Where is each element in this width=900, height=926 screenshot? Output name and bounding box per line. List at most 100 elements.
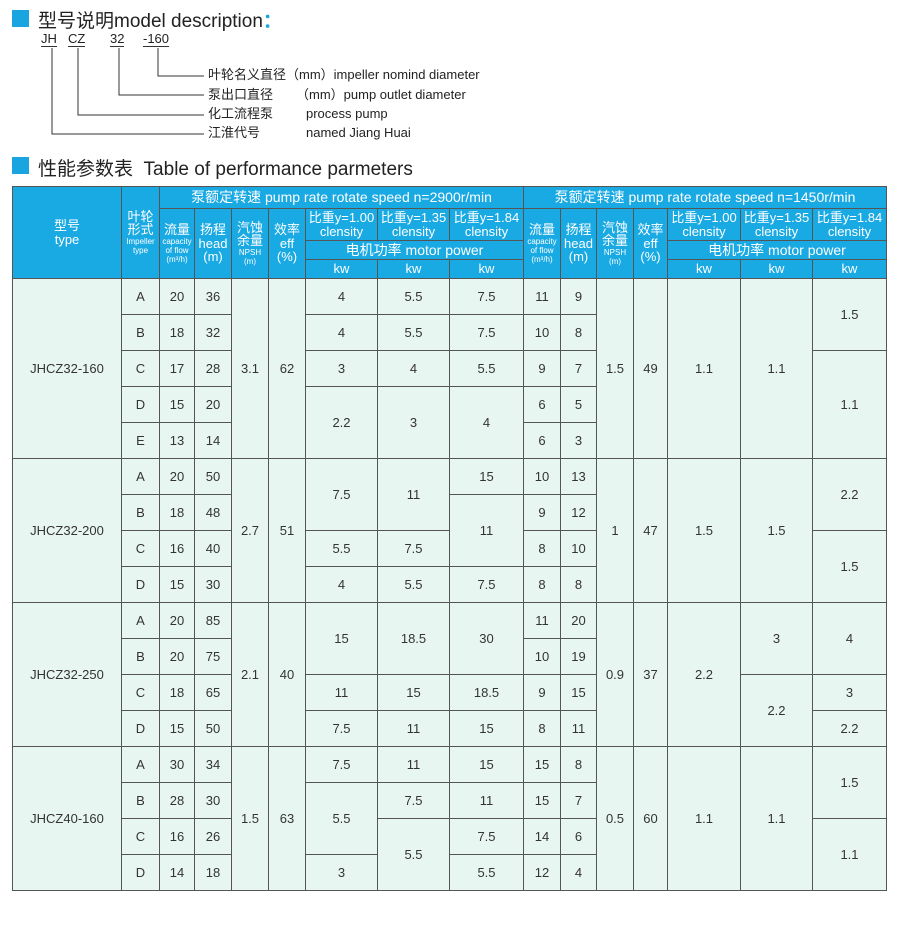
kw-2900-cell: 5.5 <box>377 818 450 891</box>
impeller-cell: A <box>121 278 160 315</box>
capacity-cell: 20 <box>159 638 195 675</box>
code-jh: JH <box>41 31 57 47</box>
kw-1450-cell: 3 <box>812 674 887 711</box>
performance-table: 型号 type 叶轮形式 Impeller type 泵额定转速 pump rate r… <box>12 186 887 891</box>
kw-1450-cell: 1.1 <box>667 278 741 459</box>
capacity-1450-cell: 15 <box>523 782 561 819</box>
head-cell: 75 <box>194 638 232 675</box>
kw-1450-cell: 2.2 <box>812 458 887 531</box>
kw-1450-cell: 2.2 <box>812 710 887 747</box>
performance-title: 性能参数表 Table of performance parmeters <box>38 159 413 180</box>
kw-2900-cell: 11 <box>377 746 450 783</box>
kw-2900-cell: 5.5 <box>449 350 524 387</box>
kw-1450-cell: 1.1 <box>740 278 813 459</box>
kw-2900-cell: 11 <box>449 782 524 819</box>
npsh-1450-cell: 1 <box>596 458 634 603</box>
kw-unit-header: kw <box>377 259 450 279</box>
density-en-text: clensity <box>754 223 799 239</box>
head-header: 扬程 head (m) <box>194 208 232 279</box>
code-160-text: -160 <box>143 31 170 47</box>
model-cell: JHCZ32-200 <box>12 458 122 603</box>
model-cell: JHCZ40-160 <box>12 746 122 891</box>
type-header: 型号 type <box>12 186 122 279</box>
head-1450-cell: 4 <box>560 854 597 891</box>
density-value: 比重y=1.00 <box>308 209 375 225</box>
eff-en-text: eff (%) <box>276 235 298 265</box>
head-1450-cell: 7 <box>560 350 597 387</box>
capacity-1450-cell: 9 <box>523 494 561 531</box>
table-row: E 13 14 6 3 <box>13 422 887 459</box>
kw-2900-cell: 15 <box>305 602 378 675</box>
kw-2900-cell: 15 <box>449 458 524 495</box>
impeller-en-text: Impeller type <box>126 236 155 256</box>
density-header-1: 比重y=1.35 clensity <box>740 208 813 241</box>
capacity-1450-cell: 9 <box>523 350 561 387</box>
table-row: D 14 18 3 5.5 12 4 <box>13 854 887 891</box>
kw-1450-cell: 1.5 <box>812 746 887 819</box>
kw-2900-cell: 5.5 <box>377 566 450 603</box>
impeller-cell: B <box>121 782 160 819</box>
npsh-header: 汽蚀余量 NPSH (m) <box>596 208 634 279</box>
head-cell: 34 <box>194 746 232 783</box>
flow-header: 流量 capacity of flow (m³/h) <box>159 208 195 279</box>
head-1450-cell: 15 <box>560 674 597 711</box>
capacity-cell: 18 <box>159 674 195 711</box>
unit-text: kw <box>696 261 712 277</box>
kw-2900-cell: 7.5 <box>305 710 378 747</box>
impeller-cell: B <box>121 494 160 531</box>
head-1450-cell: 20 <box>560 602 597 639</box>
type-cn-text: 型号 <box>53 217 80 233</box>
kw-unit-header: kw <box>812 259 887 279</box>
head-cell: 26 <box>194 818 232 855</box>
kw-2900-cell: 5.5 <box>305 782 378 855</box>
head-cell: 85 <box>194 602 232 639</box>
eff-header: 效率 eff (%) <box>268 208 306 279</box>
eff-en-text: eff (%) <box>640 235 661 265</box>
density-header-0: 比重y=1.00 clensity <box>667 208 741 241</box>
unit-text: kw <box>405 261 422 277</box>
head-cell: 50 <box>194 710 232 747</box>
head-cell: 40 <box>194 530 232 567</box>
kw-1450-cell: 1.1 <box>812 350 887 459</box>
table-row: JHCZ32-200 A 20 50 2.7 51 7.5 11 15 10 13 1 47 1.5 1.5… <box>12 458 887 603</box>
table-row: C 17 28 3 4 5.5 9 7 1.1 <box>13 350 887 459</box>
eff-cell: 40 <box>268 602 306 747</box>
flow-en-text: capacity of flow (m³/h) <box>527 236 557 264</box>
head-1450-cell: 9 <box>560 278 597 315</box>
density-en-text: clensity <box>682 223 726 239</box>
capacity-1450-cell: 11 <box>523 278 561 315</box>
head-cell: 30 <box>194 782 232 819</box>
kw-2900-cell: 11 <box>377 710 450 747</box>
speed-2900-header: 泵额定转速 pump rate rotate speed n=2900r/min <box>159 186 524 209</box>
head-1450-cell: 8 <box>560 314 597 351</box>
head-cell: 48 <box>194 494 232 531</box>
head-header: 扬程 head (m) <box>560 208 597 279</box>
table-row: C 18 65 11 15 18.5 9 15 2.2 3 <box>13 674 887 747</box>
code-cz: CZ <box>68 31 86 47</box>
eff-cell: 62 <box>268 278 306 459</box>
capacity-cell: 20 <box>159 458 195 495</box>
motor-power-header: 电机功率 motor power <box>305 240 524 260</box>
title-text: 型号说明model description <box>38 11 263 32</box>
head-en-text: head (m) <box>198 235 228 265</box>
kw-2900-cell: 7.5 <box>377 782 450 819</box>
capacity-cell: 14 <box>159 854 195 891</box>
unit-text: kw <box>333 261 350 277</box>
kw-2900-cell: 4 <box>377 350 450 387</box>
code-32: 32 <box>110 31 125 47</box>
kw-2900-cell: 11 <box>377 458 450 531</box>
kw-unit-header: kw <box>740 259 813 279</box>
speed-1450-header: 泵额定转速 pump rate rotate speed n=1450r/min <box>523 186 887 209</box>
model-cell: JHCZ32-250 <box>12 602 122 747</box>
capacity-cell: 18 <box>159 494 195 531</box>
npsh-en-text: NPSH (m) <box>238 247 262 267</box>
head-cell: 18 <box>194 854 232 891</box>
density-header-2: 比重y=1.84 clensity <box>812 208 887 241</box>
impeller-cell: C <box>121 674 160 711</box>
head-cell: 36 <box>194 278 232 315</box>
capacity-1450-cell: 10 <box>523 458 561 495</box>
capacity-cell: 28 <box>159 782 195 819</box>
impeller-cn-text: 叶轮形式 <box>127 208 154 238</box>
speed-2900-text: 泵额定转速 pump rate rotate speed n=2900r/min <box>191 189 492 206</box>
head-1450-cell: 10 <box>560 530 597 567</box>
